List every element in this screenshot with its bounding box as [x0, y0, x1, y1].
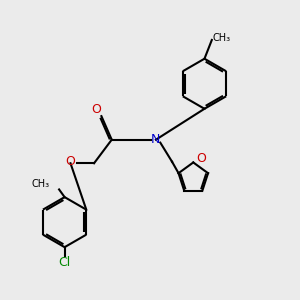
Text: O: O: [196, 152, 206, 165]
Text: N: N: [151, 133, 160, 146]
Text: O: O: [66, 155, 75, 168]
Text: CH₃: CH₃: [212, 34, 230, 44]
Text: Cl: Cl: [58, 256, 71, 269]
Text: O: O: [91, 103, 101, 116]
Text: CH₃: CH₃: [31, 178, 50, 189]
